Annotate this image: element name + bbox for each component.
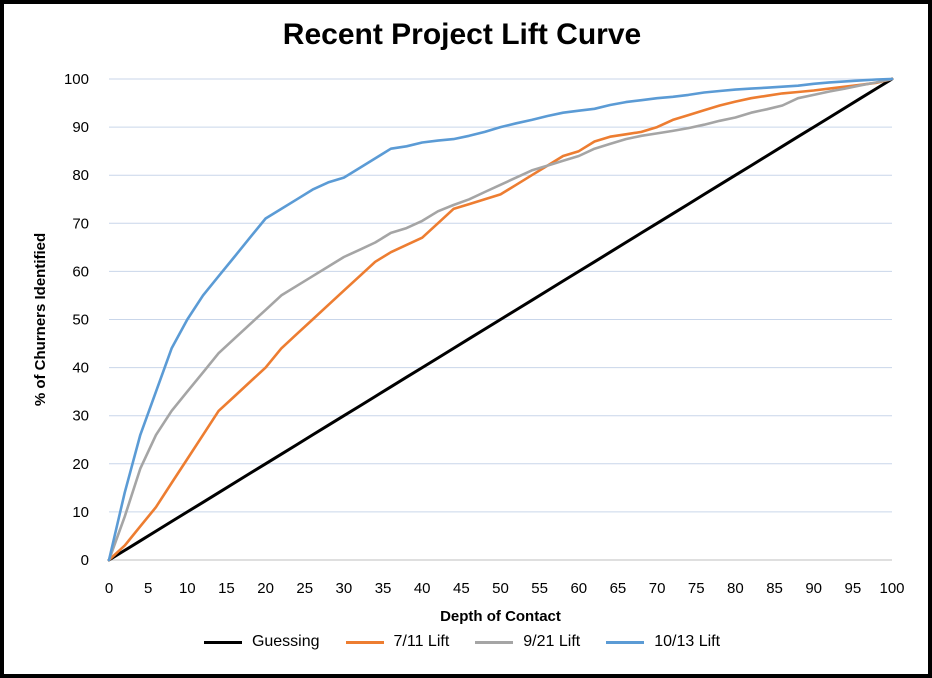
y-tick-label: 20 — [72, 456, 89, 473]
series-line-7-11-lift — [107, 77, 894, 562]
series-lines — [107, 77, 894, 562]
y-tick-label: 100 — [64, 71, 89, 88]
legend-label: Guessing — [251, 633, 320, 650]
x-tick-label: 95 — [845, 580, 862, 597]
series-line-9-21-lift — [107, 77, 894, 562]
legend-item: 7/11 Lift — [345, 633, 450, 651]
chart-title: Recent Project Lift Curve — [282, 18, 642, 51]
legend-item: 9/21 Lift — [475, 633, 580, 651]
x-tick-label: 10 — [179, 580, 196, 597]
y-tick-label: 70 — [72, 215, 89, 232]
y-tick-label: 40 — [72, 360, 89, 377]
x-tick-label: 45 — [453, 580, 470, 597]
x-tick-label: 80 — [727, 580, 744, 597]
axes: 0 10 20 30 40 50 60 70 80 90 100 0 5 10 15 20 25 30 35 40 45… — [64, 71, 905, 597]
y-tick-label: 0 — [81, 552, 89, 569]
legend-swatch — [606, 640, 645, 644]
x-tick-label: 85 — [766, 580, 783, 597]
legend-item: 10/13 Lift — [606, 633, 720, 651]
x-tick-label: 50 — [492, 580, 509, 597]
legend-swatch — [203, 640, 242, 644]
x-tick-label: 35 — [375, 580, 392, 597]
legend-swatch — [475, 640, 514, 644]
legend-item: Guessing — [203, 633, 320, 651]
x-tick-label: 20 — [257, 580, 274, 597]
y-tick-label: 60 — [72, 263, 89, 280]
x-tick-label: 30 — [336, 580, 353, 597]
legend: Guessing 7/11 Lift 9/21 Lift 10/13 Lift — [0, 633, 924, 651]
series-line-guessing — [107, 77, 894, 562]
y-axis-title: % of Churners Identified — [32, 233, 49, 406]
x-tick-label: 40 — [414, 580, 431, 597]
series-line-10-13-lift — [107, 77, 894, 562]
x-axis-title: Depth of Contact — [440, 608, 561, 625]
x-tick-label: 60 — [570, 580, 587, 597]
legend-label: 10/13 Lift — [654, 633, 721, 650]
gridlines — [109, 78, 892, 513]
x-tick-label: 100 — [879, 580, 904, 597]
x-tick-label: 65 — [610, 580, 627, 597]
y-tick-label: 50 — [72, 312, 89, 329]
legend-swatch — [345, 640, 384, 644]
y-tick-label: 10 — [72, 504, 89, 521]
x-tick-label: 15 — [218, 580, 235, 597]
x-tick-label: 55 — [531, 580, 548, 597]
y-tick-label: 90 — [72, 119, 89, 136]
x-tick-label: 70 — [649, 580, 666, 597]
x-tick-label: 25 — [296, 580, 313, 597]
x-tick-label: 5 — [144, 580, 152, 597]
y-tick-label: 80 — [72, 167, 89, 184]
y-tick-label: 30 — [72, 408, 89, 425]
x-tick-label: 90 — [805, 580, 822, 597]
legend-label: 9/21 Lift — [523, 633, 581, 650]
x-tick-label: 0 — [105, 580, 113, 597]
legend-label: 7/11 Lift — [393, 633, 450, 650]
x-tick-label: 75 — [688, 580, 705, 597]
